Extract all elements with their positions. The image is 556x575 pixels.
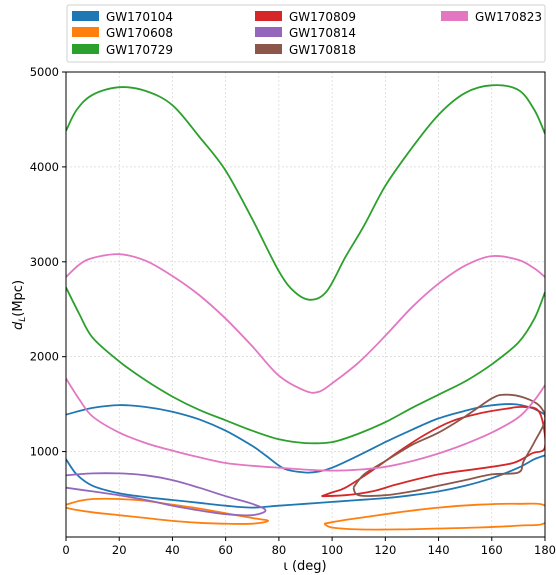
contour-GW170823-1 [66, 378, 545, 472]
x-tick-label: 100 [321, 543, 343, 557]
x-tick-label: 0 [62, 543, 69, 557]
y-tick-label: 2000 [30, 350, 59, 364]
legend-item-GW170823: GW170823 [441, 10, 542, 24]
legend-item-GW170818: GW170818 [255, 43, 356, 57]
legend-item-GW170729: GW170729 [72, 43, 173, 57]
legend-swatch [255, 27, 282, 37]
x-tick-label: 60 [218, 543, 233, 557]
legend-label: GW170814 [289, 26, 356, 40]
legend-item-GW170809: GW170809 [255, 10, 356, 24]
grid-layer [65, 71, 546, 537]
legend-item-GW170104: GW170104 [72, 10, 173, 24]
tick-layer: 0 20 40 60 80 100 120 140 160 180 1000 2000 3000 4000… [30, 65, 556, 557]
x-tick-label: 160 [481, 543, 503, 557]
y-axis-label: dL(Mpc) [11, 280, 28, 330]
contour-layer [66, 84, 545, 531]
legend-swatch [255, 11, 282, 21]
legend-label: GW170729 [106, 43, 173, 57]
contour-GW170729-0 [66, 84, 545, 301]
legend-item-GW170814: GW170814 [255, 26, 356, 40]
contour-GW170608-1 [323, 502, 545, 531]
x-tick-label: 120 [374, 543, 396, 557]
y-axis-label-unit: (Mpc) [11, 280, 26, 317]
series-GW170823 [66, 253, 545, 472]
x-tick-label: 80 [272, 543, 287, 557]
legend-frame [66, 4, 546, 63]
y-tick-label: 5000 [30, 65, 59, 79]
x-tick-label: 140 [428, 543, 450, 557]
contour-GW170104-0 [66, 403, 545, 474]
y-tick-label: 3000 [30, 255, 59, 269]
contour-GW170823-0 [66, 253, 545, 394]
plot-frame [65, 71, 546, 538]
series-GW170818 [352, 393, 545, 497]
legend-swatch [72, 44, 99, 54]
x-tick-label: 20 [112, 543, 127, 557]
y-tick-label: 1000 [30, 445, 59, 459]
x-axis-label: ι (deg) [283, 559, 326, 574]
y-tick-label: 4000 [30, 160, 59, 174]
contour-GW170104-1 [66, 454, 545, 509]
contour-GW170608-0 [66, 497, 270, 525]
legend-swatch [72, 27, 99, 37]
legend-label: GW170809 [289, 10, 356, 24]
series-GW170608 [66, 497, 545, 531]
legend-label: GW170608 [106, 26, 173, 40]
series-GW170729 [66, 84, 545, 445]
contour-GW170818-0 [352, 393, 545, 497]
legend-swatch [255, 44, 282, 54]
legend-label: GW170823 [475, 10, 542, 24]
legend: GW170104 GW170608 GW170729 GW170809 GW170814… [66, 4, 546, 63]
contour-GW170729-1 [66, 286, 545, 445]
legend-label: GW170104 [106, 10, 173, 24]
legend-swatch [72, 11, 99, 21]
series-GW170814 [66, 472, 267, 517]
x-tick-label: 180 [534, 543, 556, 557]
legend-label: GW170818 [289, 43, 356, 57]
x-tick-label: 40 [165, 543, 180, 557]
y-axis-label-main: d [11, 321, 26, 330]
contour-GW170814-0 [66, 472, 267, 517]
y-axis-label-sub: L [18, 317, 28, 322]
legend-item-GW170608: GW170608 [72, 26, 173, 40]
legend-swatch [441, 11, 468, 21]
series-GW170104 [66, 403, 545, 509]
